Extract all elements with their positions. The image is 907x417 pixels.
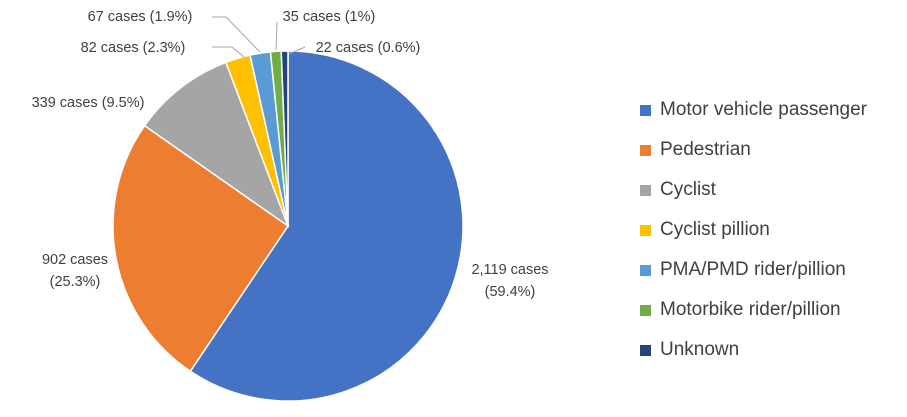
data-label-line: 902 cases [42,252,108,268]
legend-swatch [640,264,651,276]
data-label-line: 35 cases (1%) [283,9,376,25]
legend-item: Pedestrian [640,130,900,170]
legend-label: Cyclist pillion [660,219,770,240]
legend-swatch [640,224,651,236]
legend-label: Motorbike rider/pillion [660,299,841,320]
legend-swatch [640,104,651,116]
leader-line [212,46,245,58]
pie-slice-pedestrian [112,124,290,373]
data-label-line: 67 cases (1.9%) [88,9,193,25]
pie-plot-area: 2,119 cases (59.4%) 902 cases (25.3%) 339 ca… [32,9,549,402]
legend-label: Pedestrian [660,139,751,160]
pie-slice-unknown [280,50,289,227]
legend-swatch [640,184,651,196]
data-label-line: (25.3%) [50,274,101,290]
data-label-line: 22 cases (0.6%) [316,40,421,56]
legend-item: Cyclist pillion [640,210,900,250]
pie-slices [112,50,464,402]
data-label: 2,119 cases (59.4%) [471,262,548,300]
data-label: 82 cases (2.3%) [81,40,186,56]
leader-line [212,16,261,53]
data-label: 339 cases (9.5%) [32,95,145,111]
data-label-line: 339 cases (9.5%) [32,95,145,111]
data-label: 902 cases (25.3%) [42,252,108,290]
legend-label: PMA/PMD rider/pillion [660,259,846,280]
legend-swatch [640,304,651,316]
legend-item: Motorbike rider/pillion [640,290,900,330]
leader-line [275,21,278,51]
leader-lines [212,16,306,58]
legend-label: Motor vehicle passenger [660,99,867,120]
data-label-line: 82 cases (2.3%) [81,40,186,56]
leader-line [288,46,306,55]
data-label-line: 2,119 cases [471,262,548,278]
data-label: 35 cases (1%) [283,9,376,25]
legend-label: Cyclist [660,179,716,200]
chart-legend: Motor vehicle passenger Pedestrian Cyclist… [640,90,900,370]
legend-label: Unknown [660,339,740,360]
legend-item: PMA/PMD rider/pillion [640,250,900,290]
data-label: 67 cases (1.9%) [88,9,193,25]
legend-item: Unknown [640,330,900,370]
pie-slice-motor-vehicle-passenger [189,50,464,402]
data-labels: 2,119 cases (59.4%) 902 cases (25.3%) 339 ca… [32,9,549,300]
pie-slice-cyclist [143,61,290,229]
legend-item: Motor vehicle passenger [640,90,900,130]
legend-swatch [640,144,651,156]
data-label-line: (59.4%) [485,284,536,300]
legend-item: Cyclist [640,170,900,210]
legend-swatch [640,344,651,356]
data-label: 22 cases (0.6%) [316,40,421,56]
